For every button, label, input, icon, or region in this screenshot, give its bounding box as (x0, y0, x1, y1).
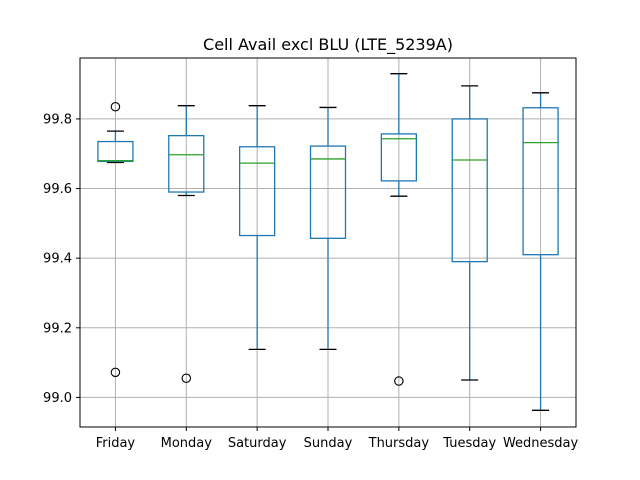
box-sunday (309, 106, 347, 351)
plot-frame (79, 57, 577, 428)
outlier-point (181, 373, 192, 384)
outlier-point (110, 101, 121, 112)
box-series (97, 73, 559, 411)
x-tick-label: Sunday (304, 436, 353, 451)
y-tick-label: 99.0 (43, 391, 72, 406)
iqr-box (309, 145, 347, 239)
y-axis-ticks: 99.0 99.2 99.4 99.6 99.8 (43, 112, 80, 406)
box-wednesday (522, 92, 559, 411)
box-monday (168, 105, 205, 384)
iqr-box (380, 133, 418, 182)
box-saturday (238, 105, 276, 351)
x-axis-ticks: Friday Monday Saturday Sunday Thursday Tuesda… (96, 427, 579, 451)
x-tick-label: Friday (96, 436, 136, 451)
y-tick-label: 99.8 (43, 112, 72, 127)
box-friday (97, 101, 134, 378)
iqr-box (451, 118, 488, 263)
x-tick-label: Thursday (368, 436, 430, 451)
y-tick-label: 99.2 (43, 321, 72, 336)
iqr-box (168, 134, 205, 193)
x-tick-label: Wednesday (503, 436, 579, 451)
y-tick-label: 99.6 (43, 182, 72, 197)
y-tick-label: 99.4 (43, 252, 72, 267)
x-tick-label: Saturday (228, 436, 287, 451)
box-thursday (380, 73, 418, 386)
iqr-box (97, 140, 134, 163)
iqr-box (238, 146, 276, 237)
box-tuesday (451, 85, 488, 381)
x-tick-label: Tuesday (442, 436, 496, 451)
outlier-point (394, 376, 404, 386)
iqr-box (522, 107, 559, 256)
x-tick-label: Monday (161, 436, 213, 451)
chart-title: Cell Avail excl BLU (LTE_5239A) (203, 35, 453, 55)
outlier-point (110, 367, 121, 378)
